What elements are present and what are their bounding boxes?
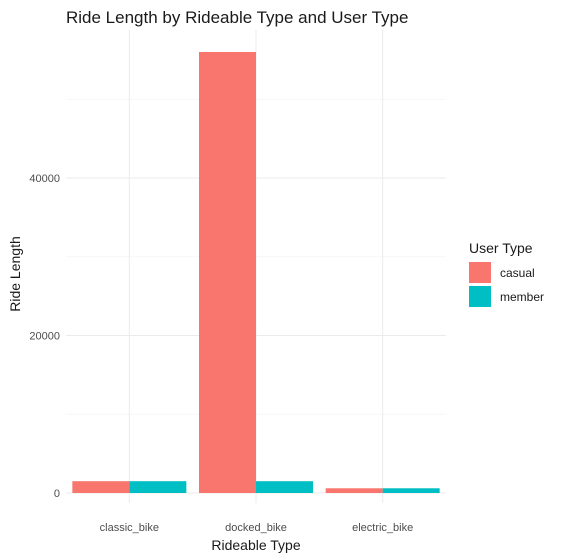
- legend: User Type casual member: [469, 240, 544, 307]
- legend-label-member: member: [500, 290, 544, 304]
- legend-key-casual: [469, 262, 491, 283]
- y-tick-label: 20000: [29, 331, 60, 343]
- bars: [72, 52, 440, 493]
- y-ticks: 0 20000 40000: [29, 173, 60, 500]
- x-tick-label: docked_bike: [225, 522, 287, 534]
- legend-title: User Type: [469, 240, 533, 256]
- bar-casual-classic_bike: [72, 481, 130, 493]
- bar-member-electric_bike: [382, 488, 440, 493]
- bar-member-docked_bike: [256, 481, 313, 493]
- chart-title: Ride Length by Rideable Type and User Ty…: [66, 8, 408, 27]
- bar-member-classic_bike: [129, 481, 187, 493]
- x-tick-label: electric_bike: [352, 522, 413, 534]
- legend-label-casual: casual: [500, 266, 535, 280]
- bar-casual-electric_bike: [325, 488, 383, 493]
- x-ticks: classic_bike docked_bike electric_bike: [100, 522, 414, 534]
- y-tick-label: 40000: [29, 173, 60, 185]
- y-axis-title: Ride Length: [7, 236, 23, 312]
- y-tick-label: 0: [54, 488, 60, 500]
- legend-key-member: [469, 286, 491, 307]
- x-tick-label: classic_bike: [100, 522, 159, 534]
- bar-casual-docked_bike: [199, 52, 256, 493]
- x-axis-title: Rideable Type: [211, 537, 300, 553]
